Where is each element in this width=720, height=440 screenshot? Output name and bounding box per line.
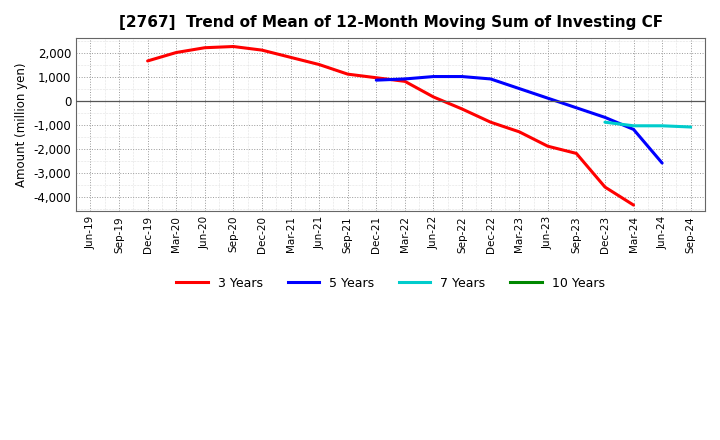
Line: 5 Years: 5 Years	[377, 77, 662, 163]
3 Years	[544, 143, 552, 149]
5 Years	[629, 127, 638, 132]
Line: 3 Years: 3 Years	[148, 47, 634, 205]
5 Years	[372, 77, 381, 83]
5 Years	[400, 76, 409, 81]
3 Years	[229, 44, 238, 49]
3 Years	[287, 55, 295, 60]
5 Years	[515, 86, 523, 91]
3 Years	[343, 72, 352, 77]
3 Years	[258, 48, 266, 53]
3 Years	[315, 62, 323, 67]
3 Years	[486, 120, 495, 125]
3 Years	[400, 79, 409, 84]
5 Years	[486, 76, 495, 81]
5 Years	[544, 95, 552, 101]
7 Years	[600, 120, 609, 125]
Title: [2767]  Trend of Mean of 12-Month Moving Sum of Investing CF: [2767] Trend of Mean of 12-Month Moving …	[119, 15, 662, 30]
3 Years	[458, 106, 467, 112]
7 Years	[658, 123, 667, 128]
5 Years	[658, 161, 667, 166]
5 Years	[600, 115, 609, 120]
5 Years	[429, 74, 438, 79]
Y-axis label: Amount (million yen): Amount (million yen)	[15, 62, 28, 187]
3 Years	[572, 151, 581, 156]
7 Years	[629, 123, 638, 128]
3 Years	[600, 184, 609, 190]
3 Years	[143, 58, 152, 63]
5 Years	[458, 74, 467, 79]
3 Years	[172, 50, 181, 55]
3 Years	[200, 45, 209, 50]
3 Years	[372, 75, 381, 81]
Legend: 3 Years, 5 Years, 7 Years, 10 Years: 3 Years, 5 Years, 7 Years, 10 Years	[171, 272, 610, 295]
3 Years	[429, 94, 438, 99]
7 Years	[686, 125, 695, 130]
5 Years	[572, 105, 581, 110]
3 Years	[515, 129, 523, 135]
3 Years	[629, 202, 638, 208]
Line: 7 Years: 7 Years	[605, 122, 690, 127]
